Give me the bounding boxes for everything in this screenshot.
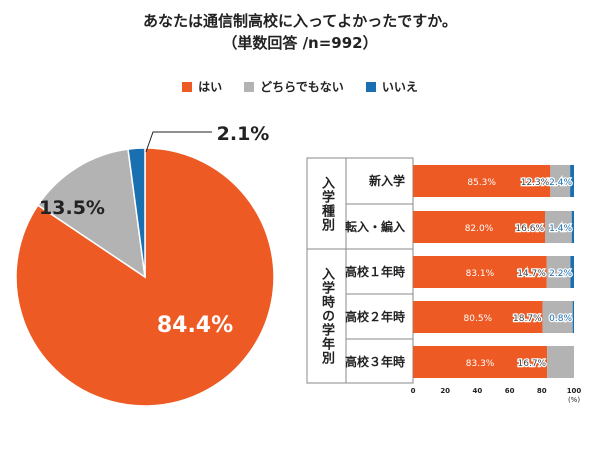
bar-segment-1 <box>550 165 571 197</box>
bar-value-label: 14.7% <box>517 269 546 279</box>
bar-segment-1 <box>545 211 572 243</box>
bar-value-label: 18.7% <box>513 314 542 324</box>
row-label: 高校３年時 <box>345 354 405 369</box>
x-tick-label: 60 <box>505 387 515 395</box>
x-tick-label: 40 <box>473 387 483 395</box>
x-tick-label: 0 <box>411 387 416 395</box>
group-label-entry-type: 入学種別 <box>319 175 334 232</box>
bar-segment-0 <box>413 211 546 243</box>
legend-label-yes: はい <box>198 80 223 94</box>
bar-segment-2 <box>572 301 574 333</box>
bar-value-label: 0.8% <box>549 314 572 324</box>
legend-swatch-yes <box>182 82 193 92</box>
legend-label-neutral: どちらでもない <box>260 80 344 94</box>
row-label: 高校２年時 <box>345 309 405 324</box>
group-label-entry-type-cell: 入学種別 <box>307 158 346 249</box>
bar-segment-0 <box>413 165 551 197</box>
x-unit-label: (%) <box>568 396 580 404</box>
bar-value-label: 83.1% <box>466 269 495 279</box>
pie-slice-2 <box>127 147 146 278</box>
bar-value-label: 80.5% <box>464 314 493 324</box>
bar-value-label: 16.7% <box>518 359 547 369</box>
x-tick-label: 80 <box>537 387 547 395</box>
bar-value-label: 2.2% <box>549 269 572 279</box>
bar-segment-0 <box>413 301 543 333</box>
bar-segment-1 <box>547 346 574 378</box>
bar-segment-0 <box>413 256 547 288</box>
chart-subtitle: （単数回答 /n=992） <box>222 34 378 52</box>
bar-value-label: 85.3% <box>467 178 496 188</box>
bar-segment-0 <box>413 346 548 378</box>
bar-value-label: 2.4% <box>549 178 572 188</box>
pie-label-neutral: 13.5% <box>39 197 105 219</box>
bar-segment-1 <box>546 256 571 288</box>
legend-item-neutral: どちらでもない <box>244 78 344 95</box>
row-label: 新入学 <box>369 173 405 188</box>
legend-swatch-neutral <box>244 82 255 92</box>
x-tick-label: 100 <box>567 387 582 395</box>
legend-label-no: いいえ <box>381 80 418 94</box>
bar-value-label: 83.3% <box>466 359 495 369</box>
legend-swatch-no <box>365 82 376 92</box>
pie-label-no: 2.1% <box>217 123 270 145</box>
row-label: 高校１年時 <box>345 264 405 279</box>
pie-slice-1 <box>36 148 146 279</box>
bar-segment-2 <box>570 256 574 288</box>
bar-value-label: 82.0% <box>465 224 494 234</box>
bar-value-label: 16.6% <box>515 224 544 234</box>
pie-leader-line <box>145 131 212 153</box>
group-label-grade: 入学時の学年別 <box>319 267 334 365</box>
bar-segment-2 <box>571 211 574 243</box>
chart-title: あなたは通信制高校に入ってよかったですか。 <box>143 12 457 30</box>
bar-segment-2 <box>570 165 574 197</box>
group-label-grade-cell: 入学時の学年別 <box>307 249 346 383</box>
legend-item-no: いいえ <box>365 78 418 95</box>
bar-segment-1 <box>542 301 573 333</box>
x-tick-label: 20 <box>440 387 450 395</box>
bar-value-label: 1.4% <box>549 224 572 234</box>
bar-value-label: 12.3% <box>521 178 550 188</box>
row-label: 転入・編入 <box>345 219 405 234</box>
legend: はい どちらでもない いいえ <box>0 78 600 95</box>
legend-item-yes: はい <box>182 78 222 95</box>
pie-label-yes: 84.4% <box>157 313 233 338</box>
